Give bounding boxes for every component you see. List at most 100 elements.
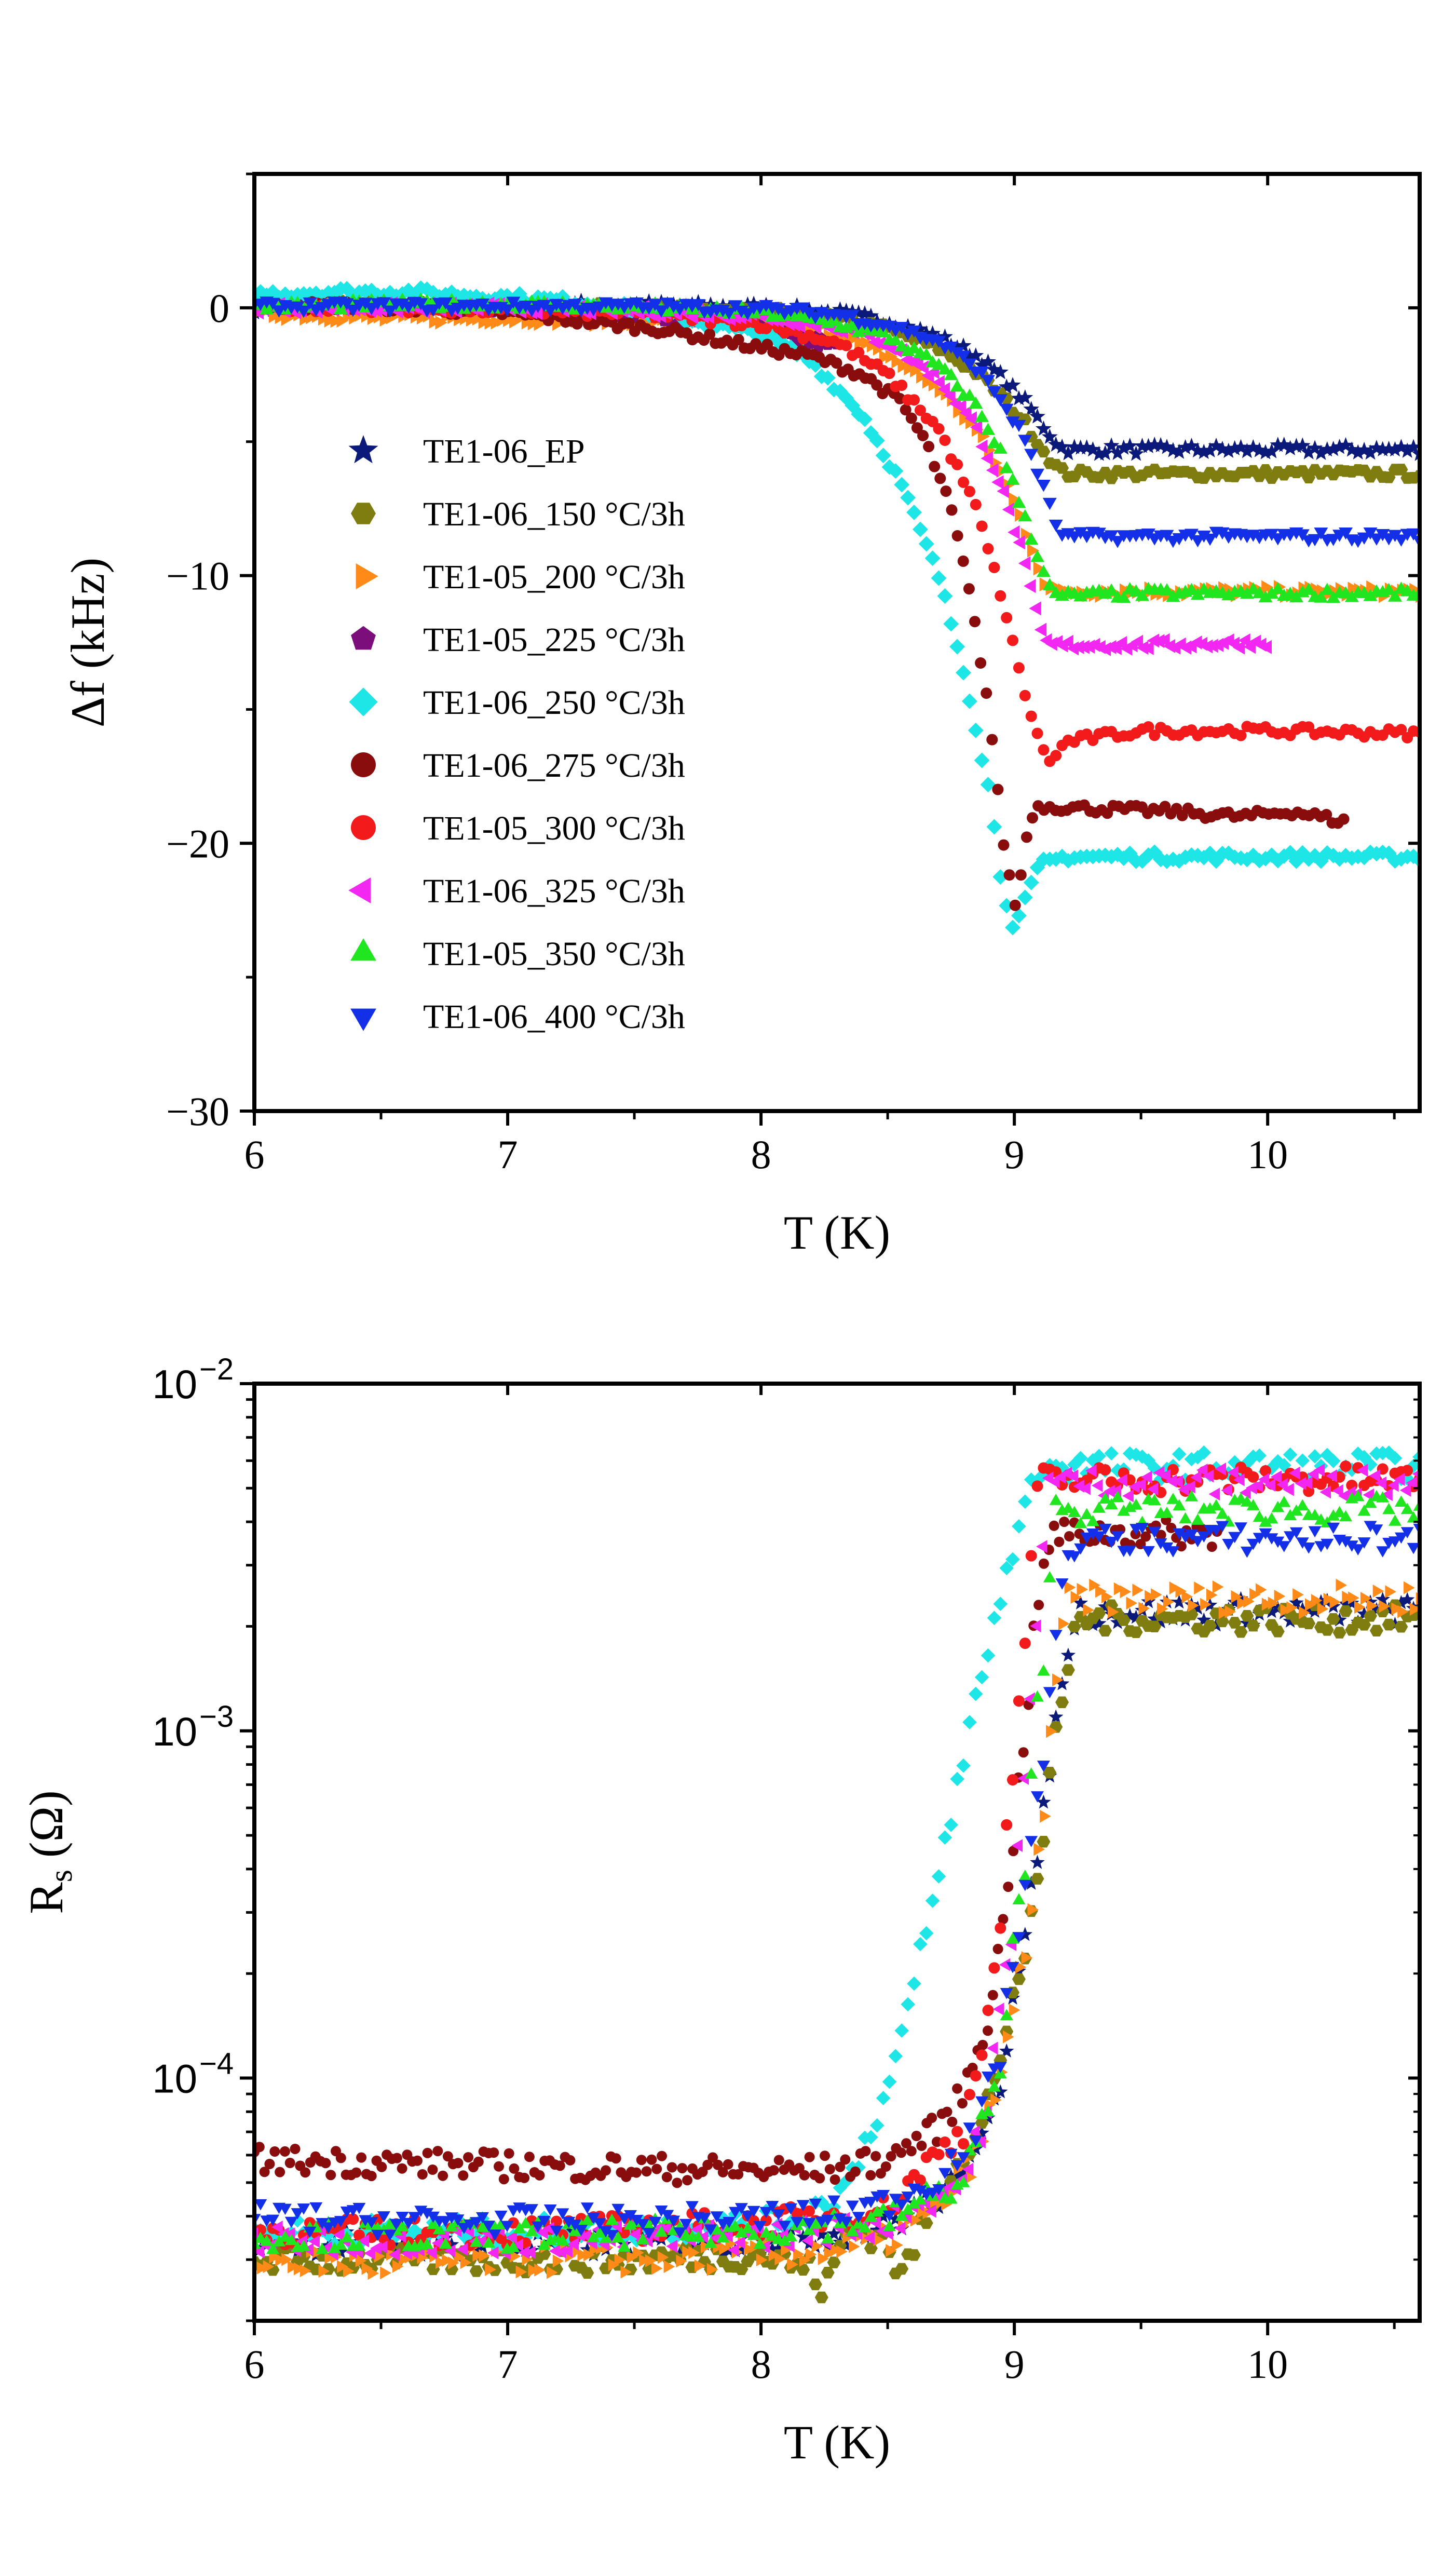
data-point: [974, 2135, 986, 2149]
data-point: [379, 312, 392, 327]
y-tick-exponent: −3: [199, 1700, 234, 1734]
data-point: [1160, 1462, 1174, 1476]
data-point: [1005, 416, 1020, 429]
data-point: [802, 2224, 816, 2235]
data-point: [829, 2174, 840, 2185]
data-point: [1360, 1592, 1372, 1605]
data-point: [846, 2200, 859, 2212]
data-point: [1039, 577, 1052, 592]
data-point: [1017, 1927, 1033, 1941]
data-point: [396, 2220, 409, 2232]
data-point: [1339, 1536, 1352, 1548]
data-point: [982, 2105, 995, 2117]
data-point: [923, 441, 935, 453]
data-point: [636, 2155, 647, 2166]
data-point: [1033, 561, 1046, 576]
data-point: [1240, 1495, 1254, 1507]
data-point: [1104, 1446, 1119, 1460]
data-point: [982, 2072, 995, 2083]
data-point: [1018, 509, 1032, 522]
data-point: [1382, 583, 1396, 596]
data-point: [1308, 534, 1322, 547]
data-point: [1013, 535, 1025, 550]
data-point: [1140, 438, 1156, 453]
data-point: [783, 2239, 795, 2253]
data-point: [1239, 442, 1255, 458]
data-point: [929, 461, 941, 472]
data-point: [432, 2223, 446, 2235]
data-point: [401, 282, 416, 299]
data-point: [840, 340, 852, 351]
data-point: [439, 2216, 452, 2227]
data-point: [1389, 1536, 1401, 1548]
data-point: [451, 2214, 465, 2226]
data-point: [1040, 1809, 1051, 1823]
data-point: [290, 2144, 301, 2154]
data-point: [259, 2167, 270, 2177]
data-point: [895, 2263, 909, 2275]
x-tick-label: 6: [244, 2342, 265, 2387]
x-tick-label: 9: [1004, 1132, 1025, 1177]
y-tick-label: 0: [209, 286, 229, 331]
data-point: [427, 2164, 438, 2175]
data-point: [992, 2003, 1004, 2016]
data-point: [556, 2234, 569, 2245]
data-point: [1385, 1585, 1396, 1599]
data-point: [1027, 812, 1038, 824]
data-point: [698, 2213, 711, 2224]
data-point: [734, 2242, 749, 2257]
data-point: [1203, 1502, 1217, 1514]
data-point: [618, 2240, 631, 2252]
data-point: [1280, 1603, 1292, 1617]
data-point: [998, 378, 1015, 394]
data-point: [314, 289, 330, 305]
data-point: [335, 2153, 346, 2163]
data-point: [645, 2254, 657, 2267]
data-point: [974, 1670, 989, 1685]
data-point: [1126, 1597, 1138, 1610]
data-point: [646, 2154, 657, 2165]
data-point: [1059, 1517, 1070, 1527]
data-point: [432, 2146, 443, 2157]
data-point: [802, 307, 817, 320]
data-point: [1086, 1528, 1099, 1540]
data-point: [334, 2238, 347, 2250]
data-point: [478, 315, 491, 329]
data-point: [907, 341, 921, 354]
data-point: [1166, 1522, 1177, 1533]
legend-marker: [349, 687, 378, 716]
data-point: [1326, 1469, 1337, 1483]
data-point: [883, 2210, 896, 2222]
data-point: [1049, 1458, 1063, 1473]
data-point: [438, 2228, 450, 2242]
data-point: [795, 2229, 811, 2243]
data-point: [1268, 1597, 1280, 1610]
data-point: [975, 367, 989, 379]
data-point: [1160, 583, 1174, 596]
data-point: [1185, 1490, 1198, 1501]
data-point: [880, 2161, 891, 2172]
data-point: [809, 2198, 822, 2210]
data-point: [655, 2206, 668, 2217]
data-point: [722, 307, 737, 320]
data-point: [325, 2170, 336, 2181]
data-point: [924, 550, 941, 566]
data-point: [931, 1869, 946, 1884]
data-point: [429, 314, 442, 329]
data-point: [784, 2203, 797, 2215]
data-point: [1308, 1449, 1322, 1464]
data-point: [914, 2174, 926, 2186]
data-point: [926, 2187, 940, 2199]
data-point: [1264, 529, 1279, 541]
data-point: [1329, 1595, 1341, 1609]
data-point: [922, 374, 935, 389]
data-point: [794, 2163, 805, 2173]
data-point: [1302, 1617, 1316, 1630]
data-point: [949, 639, 965, 655]
data-point: [254, 284, 268, 300]
data-point: [1086, 1514, 1099, 1526]
data-point: [1338, 813, 1350, 825]
data-point: [1018, 1494, 1032, 1509]
data-point: [593, 2226, 606, 2238]
data-point: [1218, 1606, 1230, 1619]
